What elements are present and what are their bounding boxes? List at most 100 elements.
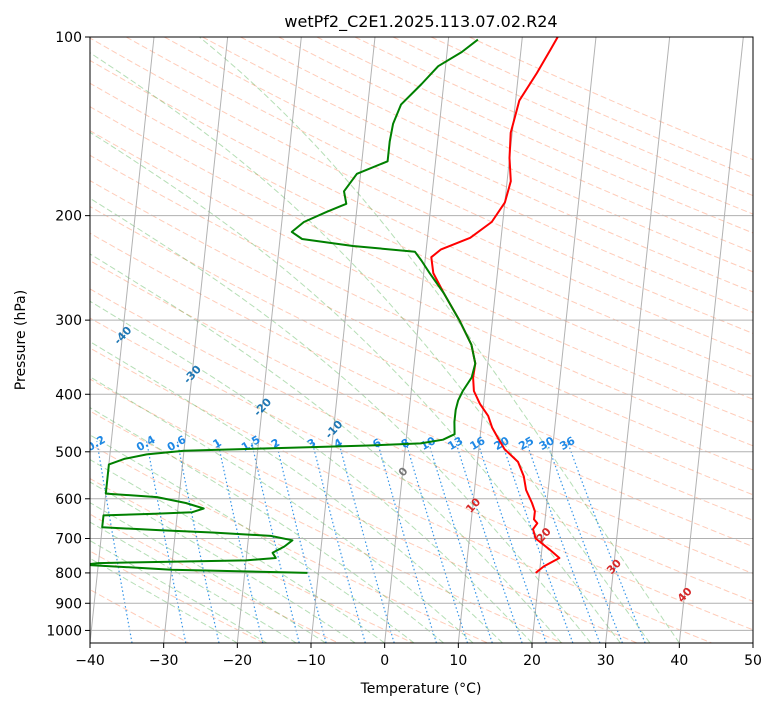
x-axis-label: Temperature (°C) (360, 681, 482, 697)
dry-adiabat-line (90, 513, 339, 643)
mixing-ratio-line (405, 441, 469, 643)
isotherm-line (752, 638, 753, 643)
dry-adiabat-line (90, 410, 563, 643)
x-tick-label: −20 (223, 653, 253, 669)
dry-adiabat-line (90, 288, 753, 602)
moist-adiabat-line (90, 407, 444, 643)
dry-adiabat-line (164, 37, 753, 313)
mixing-ratio-line (250, 441, 300, 643)
y-tick-label: 1000 (46, 623, 82, 639)
chart-title: wetPf2_C2E1.2025.113.07.02.R24 (284, 12, 557, 32)
dry-adiabat-line (202, 37, 753, 293)
dry-adiabat-line (90, 59, 753, 378)
moist-adiabat-line (90, 481, 356, 643)
mixing-ratio-line (476, 441, 547, 643)
moist-adiabat-line (90, 341, 503, 643)
isotherm-line (678, 37, 744, 643)
mixing-ratio-label: 36 (558, 434, 578, 453)
isotherm-line (0, 37, 7, 643)
dry-adiabat-line (90, 232, 753, 548)
x-tick-label: −30 (149, 653, 179, 669)
isotherm-line (236, 37, 302, 643)
dry-adiabat-line (90, 347, 712, 643)
dry-adiabat-line (90, 478, 414, 643)
isotherm-line (384, 37, 450, 643)
isotherm-label: -40 (111, 324, 134, 348)
moist-adiabat-line (90, 502, 326, 643)
x-tick-label: 30 (597, 653, 615, 669)
dry-adiabat-line (90, 82, 753, 400)
dry-adiabat-line (430, 37, 753, 179)
x-tick-label: 40 (670, 653, 688, 669)
moist-adiabat-line (90, 131, 621, 643)
isotherm-line (531, 37, 597, 643)
moist-adiabat-line (90, 376, 474, 643)
x-tick-label: 10 (449, 653, 467, 669)
mixing-ratio-line (311, 441, 366, 643)
y-tick-label: 500 (55, 445, 82, 461)
axis-ticks: −40 −30 −20 −10 0 10 20 30 40 5010020030040050060… (46, 30, 762, 669)
isotherm-line (457, 37, 523, 643)
temperature-profile-line (430, 37, 561, 574)
dry-adiabat-line (90, 317, 753, 631)
x-tick-label: 20 (523, 653, 541, 669)
moist-adiabat-line (90, 300, 533, 643)
warm-isotherm-label: 40 (675, 585, 695, 605)
isotherm-line (310, 37, 376, 643)
dry-adiabat-line (278, 37, 753, 253)
background-lines (90, 37, 753, 643)
moist-adiabat-line (90, 434, 415, 643)
moist-adiabat-line (90, 253, 562, 643)
y-tick-label: 800 (55, 566, 82, 582)
moist-adiabat-line (90, 52, 651, 643)
y-tick-label: 200 (55, 209, 82, 225)
isotherm-label: -30 (181, 363, 204, 387)
moist-adiabat-line (90, 557, 238, 643)
profile-lines (90, 37, 561, 574)
y-tick-label: 900 (55, 596, 82, 612)
y-tick-label: 400 (55, 387, 82, 403)
isotherm-label: -50 (42, 281, 65, 305)
isotherm-line (163, 37, 229, 643)
x-tick-label: 0 (380, 653, 389, 669)
plot-frame (89, 36, 754, 644)
moist-adiabat-line (90, 521, 297, 643)
y-tick-label: 600 (55, 492, 82, 508)
dewpoint-profile-line (90, 38, 479, 574)
dry-adiabat-line (90, 205, 753, 521)
mixing-ratio-label: 4 (332, 436, 345, 451)
warm-isotherm-label: 30 (604, 556, 624, 576)
x-tick-label: −40 (75, 653, 105, 669)
moist-adiabat-line (90, 197, 592, 643)
mixing-ratio-line (176, 441, 220, 643)
grid-lines (0, 37, 753, 643)
dry-adiabat-line (90, 130, 753, 447)
mixing-ratio-line (146, 441, 187, 643)
moist-adiabat-line (90, 540, 268, 643)
mixing-ratio-label: 6 (370, 436, 383, 451)
isotherm-line (90, 37, 155, 643)
x-tick-label: 50 (744, 653, 762, 669)
dry-adiabat-line (90, 106, 753, 423)
y-tick-label: 700 (55, 532, 82, 548)
x-tick-label: −10 (296, 653, 326, 669)
dry-adiabat-line (90, 37, 753, 356)
y-tick-label: 300 (55, 313, 82, 329)
mixing-ratio-line (96, 441, 133, 643)
y-tick-label: 100 (55, 30, 82, 46)
mixing-ratio-line (501, 441, 574, 643)
moist-adiabat-line (199, 37, 680, 643)
mixing-ratio-line (217, 441, 264, 643)
dry-adiabat-line (90, 589, 190, 643)
y-axis-label: Pressure (hPa) (13, 290, 29, 390)
dry-adiabat-line (316, 37, 753, 234)
mixing-ratio-line (376, 441, 437, 643)
dry-adiabat-line (90, 443, 488, 643)
dry-adiabat-line (90, 550, 264, 643)
mixing-ratio-label: 25 (516, 434, 536, 453)
isotherm-line (605, 37, 671, 643)
mixing-ratio-label: 16 (468, 434, 488, 453)
mixing-ratio-label: 0.2 (84, 433, 107, 454)
